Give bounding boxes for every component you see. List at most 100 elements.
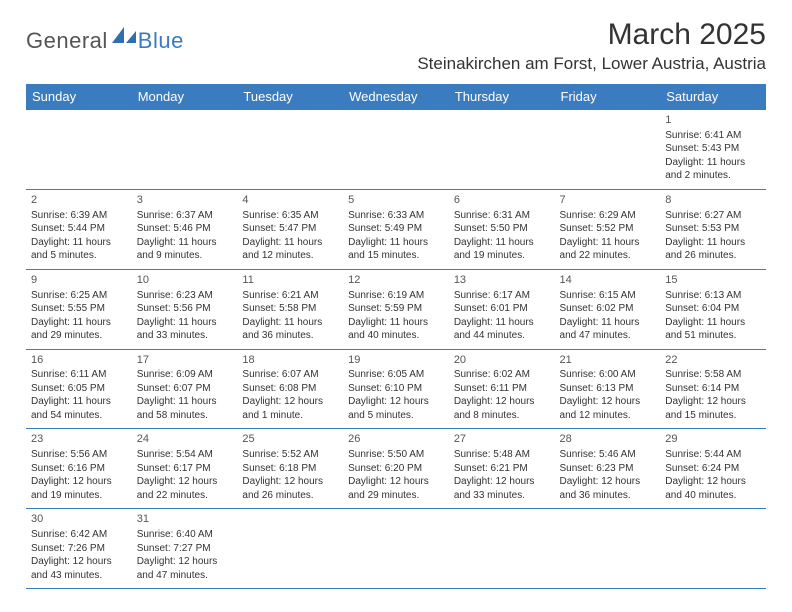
logo: General Blue <box>26 28 184 54</box>
day-header: Wednesday <box>343 84 449 110</box>
calendar-cell: 5Sunrise: 6:33 AMSunset: 5:49 PMDaylight… <box>343 189 449 269</box>
cell-sunset: Sunset: 5:44 PM <box>31 222 127 236</box>
logo-text-blue: Blue <box>138 28 184 54</box>
cell-day1: Daylight: 11 hours <box>242 316 338 330</box>
calendar-cell: 8Sunrise: 6:27 AMSunset: 5:53 PMDaylight… <box>660 189 766 269</box>
day-number: 11 <box>242 273 338 288</box>
cell-sunset: Sunset: 6:04 PM <box>665 302 761 316</box>
day-number: 3 <box>137 193 233 208</box>
cell-sunset: Sunset: 6:23 PM <box>560 462 656 476</box>
calendar-table: SundayMondayTuesdayWednesdayThursdayFrid… <box>26 84 766 589</box>
cell-day1: Daylight: 11 hours <box>137 316 233 330</box>
day-number: 23 <box>31 432 127 447</box>
cell-day1: Daylight: 11 hours <box>454 316 550 330</box>
cell-day2: and 5 minutes. <box>31 249 127 263</box>
cell-day2: and 12 minutes. <box>242 249 338 263</box>
cell-day1: Daylight: 11 hours <box>665 316 761 330</box>
cell-sunset: Sunset: 5:43 PM <box>665 142 761 156</box>
cell-day2: and 36 minutes. <box>242 329 338 343</box>
cell-day2: and 29 minutes. <box>31 329 127 343</box>
cell-sunset: Sunset: 5:47 PM <box>242 222 338 236</box>
calendar-cell-empty <box>555 509 661 589</box>
cell-sunrise: Sunrise: 6:27 AM <box>665 209 761 223</box>
calendar-cell: 4Sunrise: 6:35 AMSunset: 5:47 PMDaylight… <box>237 189 343 269</box>
cell-sunrise: Sunrise: 6:02 AM <box>454 368 550 382</box>
cell-sunset: Sunset: 6:05 PM <box>31 382 127 396</box>
calendar-cell-empty <box>555 110 661 190</box>
cell-sunrise: Sunrise: 5:46 AM <box>560 448 656 462</box>
calendar-cell: 3Sunrise: 6:37 AMSunset: 5:46 PMDaylight… <box>132 189 238 269</box>
cell-sunset: Sunset: 6:16 PM <box>31 462 127 476</box>
calendar-body: 1Sunrise: 6:41 AMSunset: 5:43 PMDaylight… <box>26 110 766 589</box>
cell-sunset: Sunset: 6:10 PM <box>348 382 444 396</box>
cell-sunrise: Sunrise: 6:31 AM <box>454 209 550 223</box>
cell-sunrise: Sunrise: 6:35 AM <box>242 209 338 223</box>
cell-sunrise: Sunrise: 6:00 AM <box>560 368 656 382</box>
day-number: 19 <box>348 353 444 368</box>
calendar-cell: 19Sunrise: 6:05 AMSunset: 6:10 PMDayligh… <box>343 349 449 429</box>
calendar-head: SundayMondayTuesdayWednesdayThursdayFrid… <box>26 84 766 110</box>
cell-sunset: Sunset: 7:26 PM <box>31 542 127 556</box>
day-header: Sunday <box>26 84 132 110</box>
calendar-row: 23Sunrise: 5:56 AMSunset: 6:16 PMDayligh… <box>26 429 766 509</box>
day-number: 22 <box>665 353 761 368</box>
day-number: 2 <box>31 193 127 208</box>
cell-day1: Daylight: 12 hours <box>454 475 550 489</box>
cell-day2: and 19 minutes. <box>31 489 127 503</box>
cell-sunrise: Sunrise: 5:52 AM <box>242 448 338 462</box>
cell-day2: and 26 minutes. <box>665 249 761 263</box>
calendar-cell-empty <box>132 110 238 190</box>
calendar-cell: 22Sunrise: 5:58 AMSunset: 6:14 PMDayligh… <box>660 349 766 429</box>
calendar-cell: 20Sunrise: 6:02 AMSunset: 6:11 PMDayligh… <box>449 349 555 429</box>
calendar-cell-empty <box>343 110 449 190</box>
cell-sunrise: Sunrise: 6:19 AM <box>348 289 444 303</box>
day-header-row: SundayMondayTuesdayWednesdayThursdayFrid… <box>26 84 766 110</box>
calendar-cell-empty <box>237 110 343 190</box>
calendar-cell: 27Sunrise: 5:48 AMSunset: 6:21 PMDayligh… <box>449 429 555 509</box>
calendar-cell-empty <box>237 509 343 589</box>
cell-day1: Daylight: 11 hours <box>137 395 233 409</box>
day-number: 26 <box>348 432 444 447</box>
cell-sunset: Sunset: 6:18 PM <box>242 462 338 476</box>
cell-sunset: Sunset: 6:11 PM <box>454 382 550 396</box>
cell-day1: Daylight: 11 hours <box>242 236 338 250</box>
cell-sunset: Sunset: 5:56 PM <box>137 302 233 316</box>
day-number: 12 <box>348 273 444 288</box>
calendar-cell: 14Sunrise: 6:15 AMSunset: 6:02 PMDayligh… <box>555 269 661 349</box>
cell-sunset: Sunset: 6:02 PM <box>560 302 656 316</box>
cell-sunset: Sunset: 6:01 PM <box>454 302 550 316</box>
calendar-cell: 6Sunrise: 6:31 AMSunset: 5:50 PMDaylight… <box>449 189 555 269</box>
day-number: 9 <box>31 273 127 288</box>
cell-sunrise: Sunrise: 6:40 AM <box>137 528 233 542</box>
cell-sunrise: Sunrise: 5:48 AM <box>454 448 550 462</box>
cell-day1: Daylight: 12 hours <box>348 395 444 409</box>
cell-sunrise: Sunrise: 6:23 AM <box>137 289 233 303</box>
location: Steinakirchen am Forst, Lower Austria, A… <box>417 54 766 74</box>
cell-day1: Daylight: 11 hours <box>665 156 761 170</box>
cell-day1: Daylight: 12 hours <box>31 475 127 489</box>
cell-sunset: Sunset: 5:59 PM <box>348 302 444 316</box>
calendar-cell-empty <box>343 509 449 589</box>
cell-day1: Daylight: 12 hours <box>560 475 656 489</box>
cell-sunset: Sunset: 5:49 PM <box>348 222 444 236</box>
calendar-cell: 12Sunrise: 6:19 AMSunset: 5:59 PMDayligh… <box>343 269 449 349</box>
day-header: Thursday <box>449 84 555 110</box>
day-number: 27 <box>454 432 550 447</box>
cell-day1: Daylight: 12 hours <box>454 395 550 409</box>
calendar-cell: 21Sunrise: 6:00 AMSunset: 6:13 PMDayligh… <box>555 349 661 429</box>
cell-day2: and 40 minutes. <box>348 329 444 343</box>
cell-day1: Daylight: 11 hours <box>560 316 656 330</box>
calendar-row: 2Sunrise: 6:39 AMSunset: 5:44 PMDaylight… <box>26 189 766 269</box>
cell-day1: Daylight: 11 hours <box>348 316 444 330</box>
cell-day2: and 15 minutes. <box>348 249 444 263</box>
cell-sunrise: Sunrise: 5:56 AM <box>31 448 127 462</box>
cell-day1: Daylight: 11 hours <box>31 316 127 330</box>
cell-day2: and 19 minutes. <box>454 249 550 263</box>
cell-day2: and 9 minutes. <box>137 249 233 263</box>
cell-sunrise: Sunrise: 6:09 AM <box>137 368 233 382</box>
calendar-cell: 17Sunrise: 6:09 AMSunset: 6:07 PMDayligh… <box>132 349 238 429</box>
calendar-cell: 23Sunrise: 5:56 AMSunset: 6:16 PMDayligh… <box>26 429 132 509</box>
cell-day1: Daylight: 12 hours <box>665 475 761 489</box>
calendar-cell: 1Sunrise: 6:41 AMSunset: 5:43 PMDaylight… <box>660 110 766 190</box>
cell-day2: and 36 minutes. <box>560 489 656 503</box>
